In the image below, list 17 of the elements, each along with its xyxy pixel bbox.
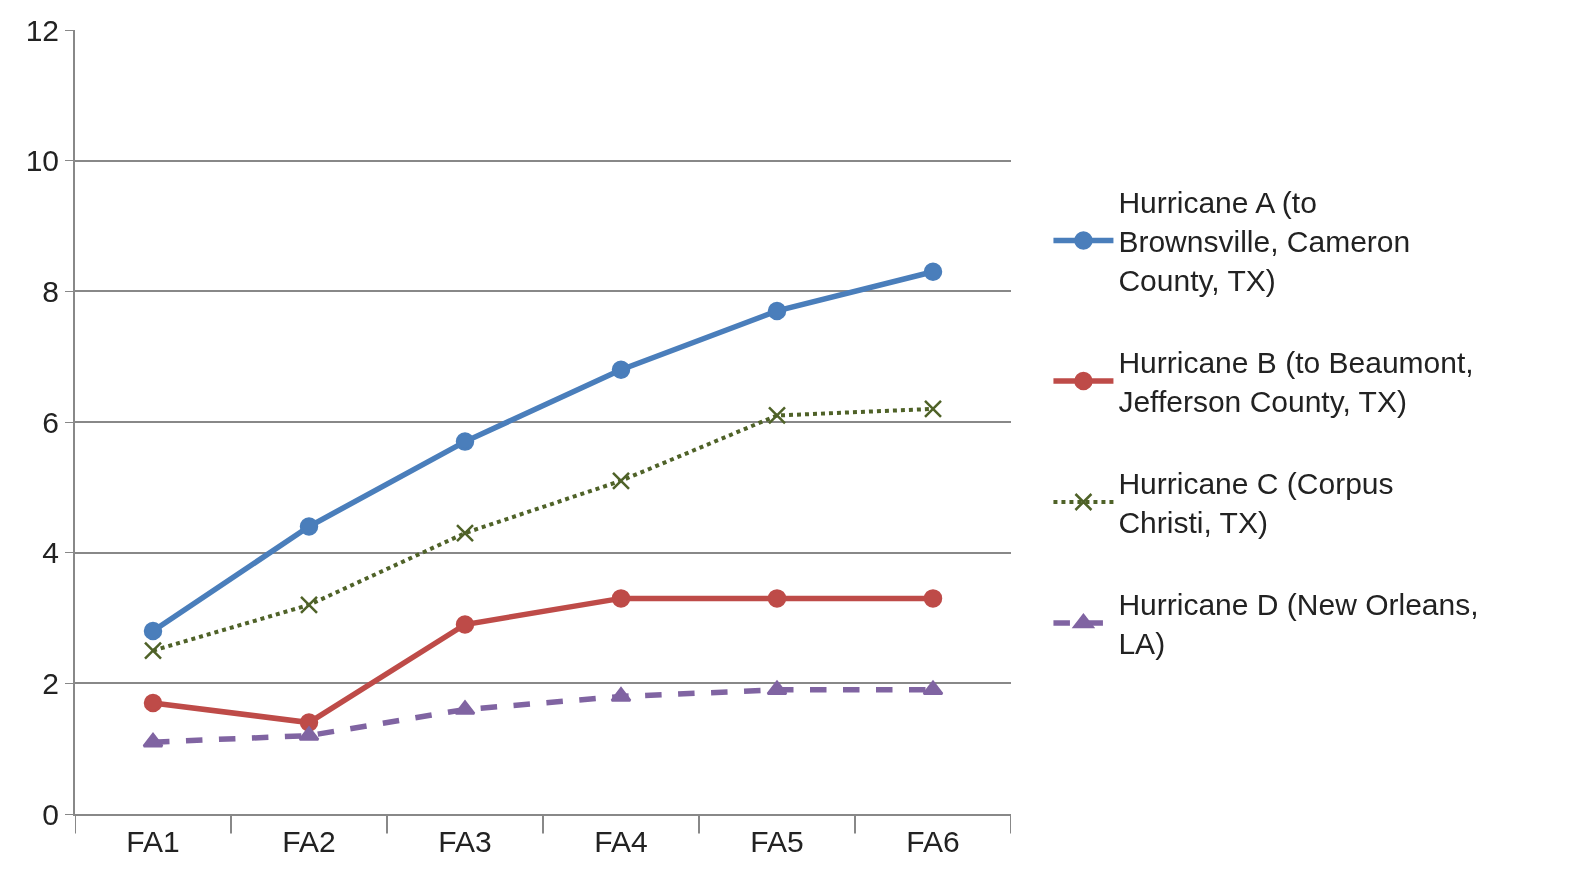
y-tick-label: 0 xyxy=(42,797,59,831)
x-tick-label: FA1 xyxy=(126,825,180,858)
y-tick-label: 8 xyxy=(42,274,59,308)
y-tick-label: 6 xyxy=(42,405,59,439)
y-tick-label: 10 xyxy=(25,144,59,178)
y-tick-label: 12 xyxy=(25,13,59,47)
y-tick-label: 2 xyxy=(42,666,59,700)
x-tick-label: FA5 xyxy=(750,825,804,858)
legend-label: Hurricane D (New Orleans, LA) xyxy=(1118,588,1479,661)
y-tick-label: 4 xyxy=(42,536,59,570)
x-tick-label: FA3 xyxy=(438,825,492,858)
x-tick-label: FA2 xyxy=(282,825,336,858)
legend-label: Hurricane C (Corpus Christi, TX) xyxy=(1118,467,1394,540)
x-tick-label: FA6 xyxy=(906,825,960,858)
x-tick-label: FA4 xyxy=(594,825,648,858)
legend-label: Hurricane A (to Brownsville, Cameron County, TX) xyxy=(1118,186,1411,298)
legend-label: Hurricane B (to Beaumont, Jefferson County, TX) xyxy=(1118,346,1474,419)
